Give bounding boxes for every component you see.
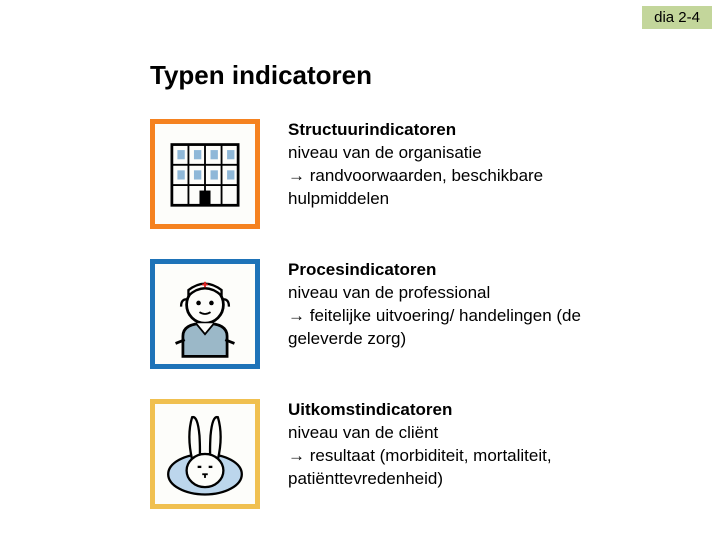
- process-thumbnail: [150, 259, 260, 369]
- slide-tag: dia 2-4: [642, 6, 712, 29]
- indicator-row: Uitkomstindicatoren niveau van de cliënt…: [150, 399, 680, 509]
- item-line1: niveau van de cliënt: [288, 422, 618, 445]
- indicator-row: Structuurindicatoren niveau van de organ…: [150, 119, 680, 229]
- item-line2: → resultaat (morbiditeit, mortaliteit, p…: [288, 445, 618, 491]
- item-line2: → feitelijke uitvoering/ handelingen (de…: [288, 305, 618, 351]
- nurse-icon: [159, 268, 251, 360]
- item-heading: Procesindicatoren: [288, 259, 618, 282]
- item-line1: niveau van de professional: [288, 282, 618, 305]
- outcome-thumbnail: [150, 399, 260, 509]
- item-heading: Uitkomstindicatoren: [288, 399, 618, 422]
- item-heading: Structuurindicatoren: [288, 119, 618, 142]
- structure-text: Structuurindicatoren niveau van de organ…: [288, 119, 618, 211]
- item-line1: niveau van de organisatie: [288, 142, 618, 165]
- outcome-text: Uitkomstindicatoren niveau van de cliënt…: [288, 399, 618, 491]
- item-line2-text: resultaat (morbiditeit, mortaliteit, pat…: [288, 446, 552, 488]
- item-line2-text: randvoorwaarden, beschikbare hulpmiddele…: [288, 166, 543, 208]
- structure-thumbnail: [150, 119, 260, 229]
- indicator-row: Procesindicatoren niveau van de professi…: [150, 259, 680, 369]
- item-line2-text: feitelijke uitvoering/ handelingen (de g…: [288, 306, 581, 348]
- item-line2: → randvoorwaarden, beschikbare hulpmidde…: [288, 165, 618, 211]
- rabbit-icon: [159, 408, 251, 500]
- page-title: Typen indicatoren: [150, 60, 680, 91]
- arrow-icon: →: [288, 306, 305, 325]
- slide-tag-label: dia 2-4: [654, 9, 700, 26]
- slide-content: Typen indicatoren Structuu: [0, 0, 720, 559]
- building-icon: [159, 128, 251, 220]
- arrow-icon: →: [288, 446, 305, 465]
- arrow-icon: →: [288, 166, 305, 185]
- process-text: Procesindicatoren niveau van de professi…: [288, 259, 618, 351]
